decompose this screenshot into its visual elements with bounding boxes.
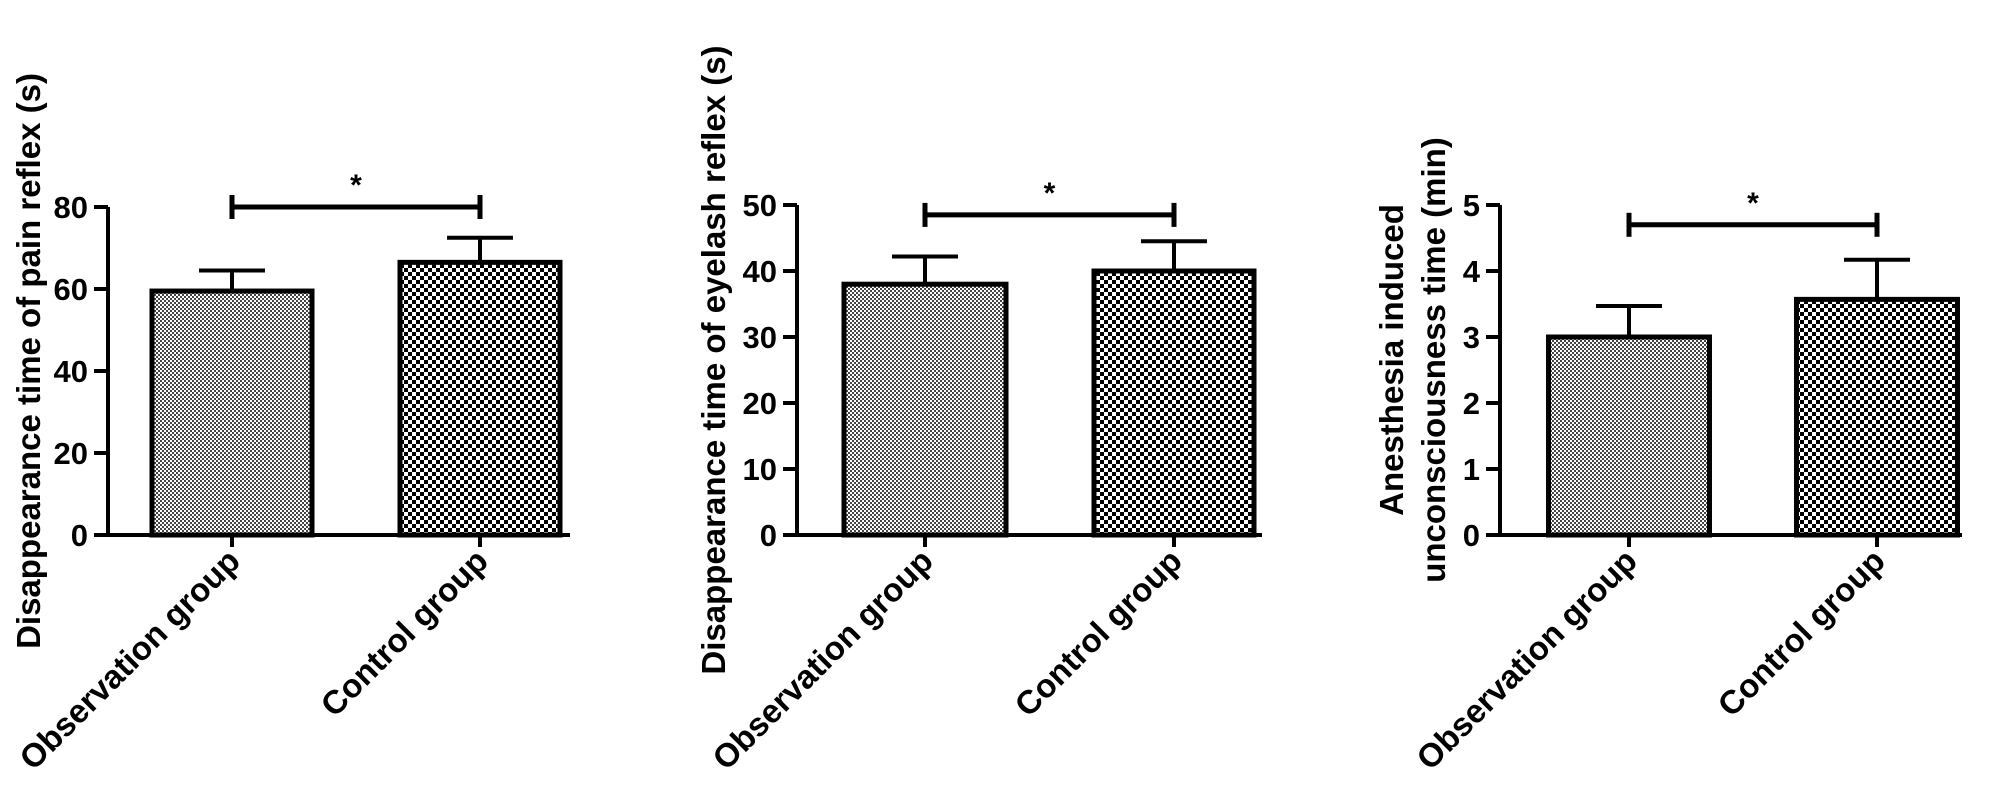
category-label: Observation group — [705, 542, 940, 777]
y-axis-label: Disappearance time of eyelash reflex (s) — [695, 45, 732, 674]
y-tick-label: 0 — [71, 518, 88, 553]
bar-control — [1091, 268, 1257, 538]
y-tick-label: 4 — [1463, 254, 1481, 289]
panel-pain-reflex: 0 20 40 60 80 Observation group Control group *… — [10, 73, 570, 777]
y-tick-label: 0 — [760, 518, 777, 553]
significance-label: * — [1747, 187, 1759, 220]
bar-control — [1794, 296, 1960, 538]
y-axis-label: Anesthesia induced — [1373, 204, 1410, 516]
panel-eyelash-reflex: 0 10 20 30 40 50 Observation group Control grou… — [695, 45, 1262, 777]
significance-label: * — [1044, 177, 1056, 210]
bar-observation — [1546, 334, 1712, 538]
y-tick-label: 5 — [1463, 188, 1480, 223]
y-tick-label: 0 — [1463, 518, 1480, 553]
y-tick-label: 60 — [54, 272, 88, 307]
y-tick-label: 30 — [743, 320, 777, 355]
y-tick-label: 40 — [743, 254, 777, 289]
bar-observation — [841, 281, 1009, 538]
y-tick-label: 20 — [54, 436, 88, 471]
category-label: Control group — [313, 542, 495, 724]
bar-observation — [149, 288, 315, 538]
bar-control — [397, 259, 563, 538]
y-tick-label: 10 — [743, 452, 777, 487]
y-tick-label: 2 — [1463, 386, 1480, 421]
category-label: Control group — [1710, 542, 1892, 724]
y-tick-label: 3 — [1463, 320, 1480, 355]
y-tick-label: 1 — [1463, 452, 1480, 487]
significance-label: * — [350, 169, 362, 202]
y-axis-label: Disappearance time of pain reflex (s) — [10, 73, 47, 649]
y-tick-label: 40 — [54, 354, 88, 389]
y-tick-label: 80 — [54, 190, 88, 225]
y-tick-label: 50 — [743, 188, 777, 223]
y-axis-label: unconsciousness time (min) — [1415, 137, 1452, 583]
category-label: Control group — [1007, 542, 1189, 724]
category-label: Observation group — [12, 542, 247, 777]
y-tick-label: 20 — [743, 386, 777, 421]
